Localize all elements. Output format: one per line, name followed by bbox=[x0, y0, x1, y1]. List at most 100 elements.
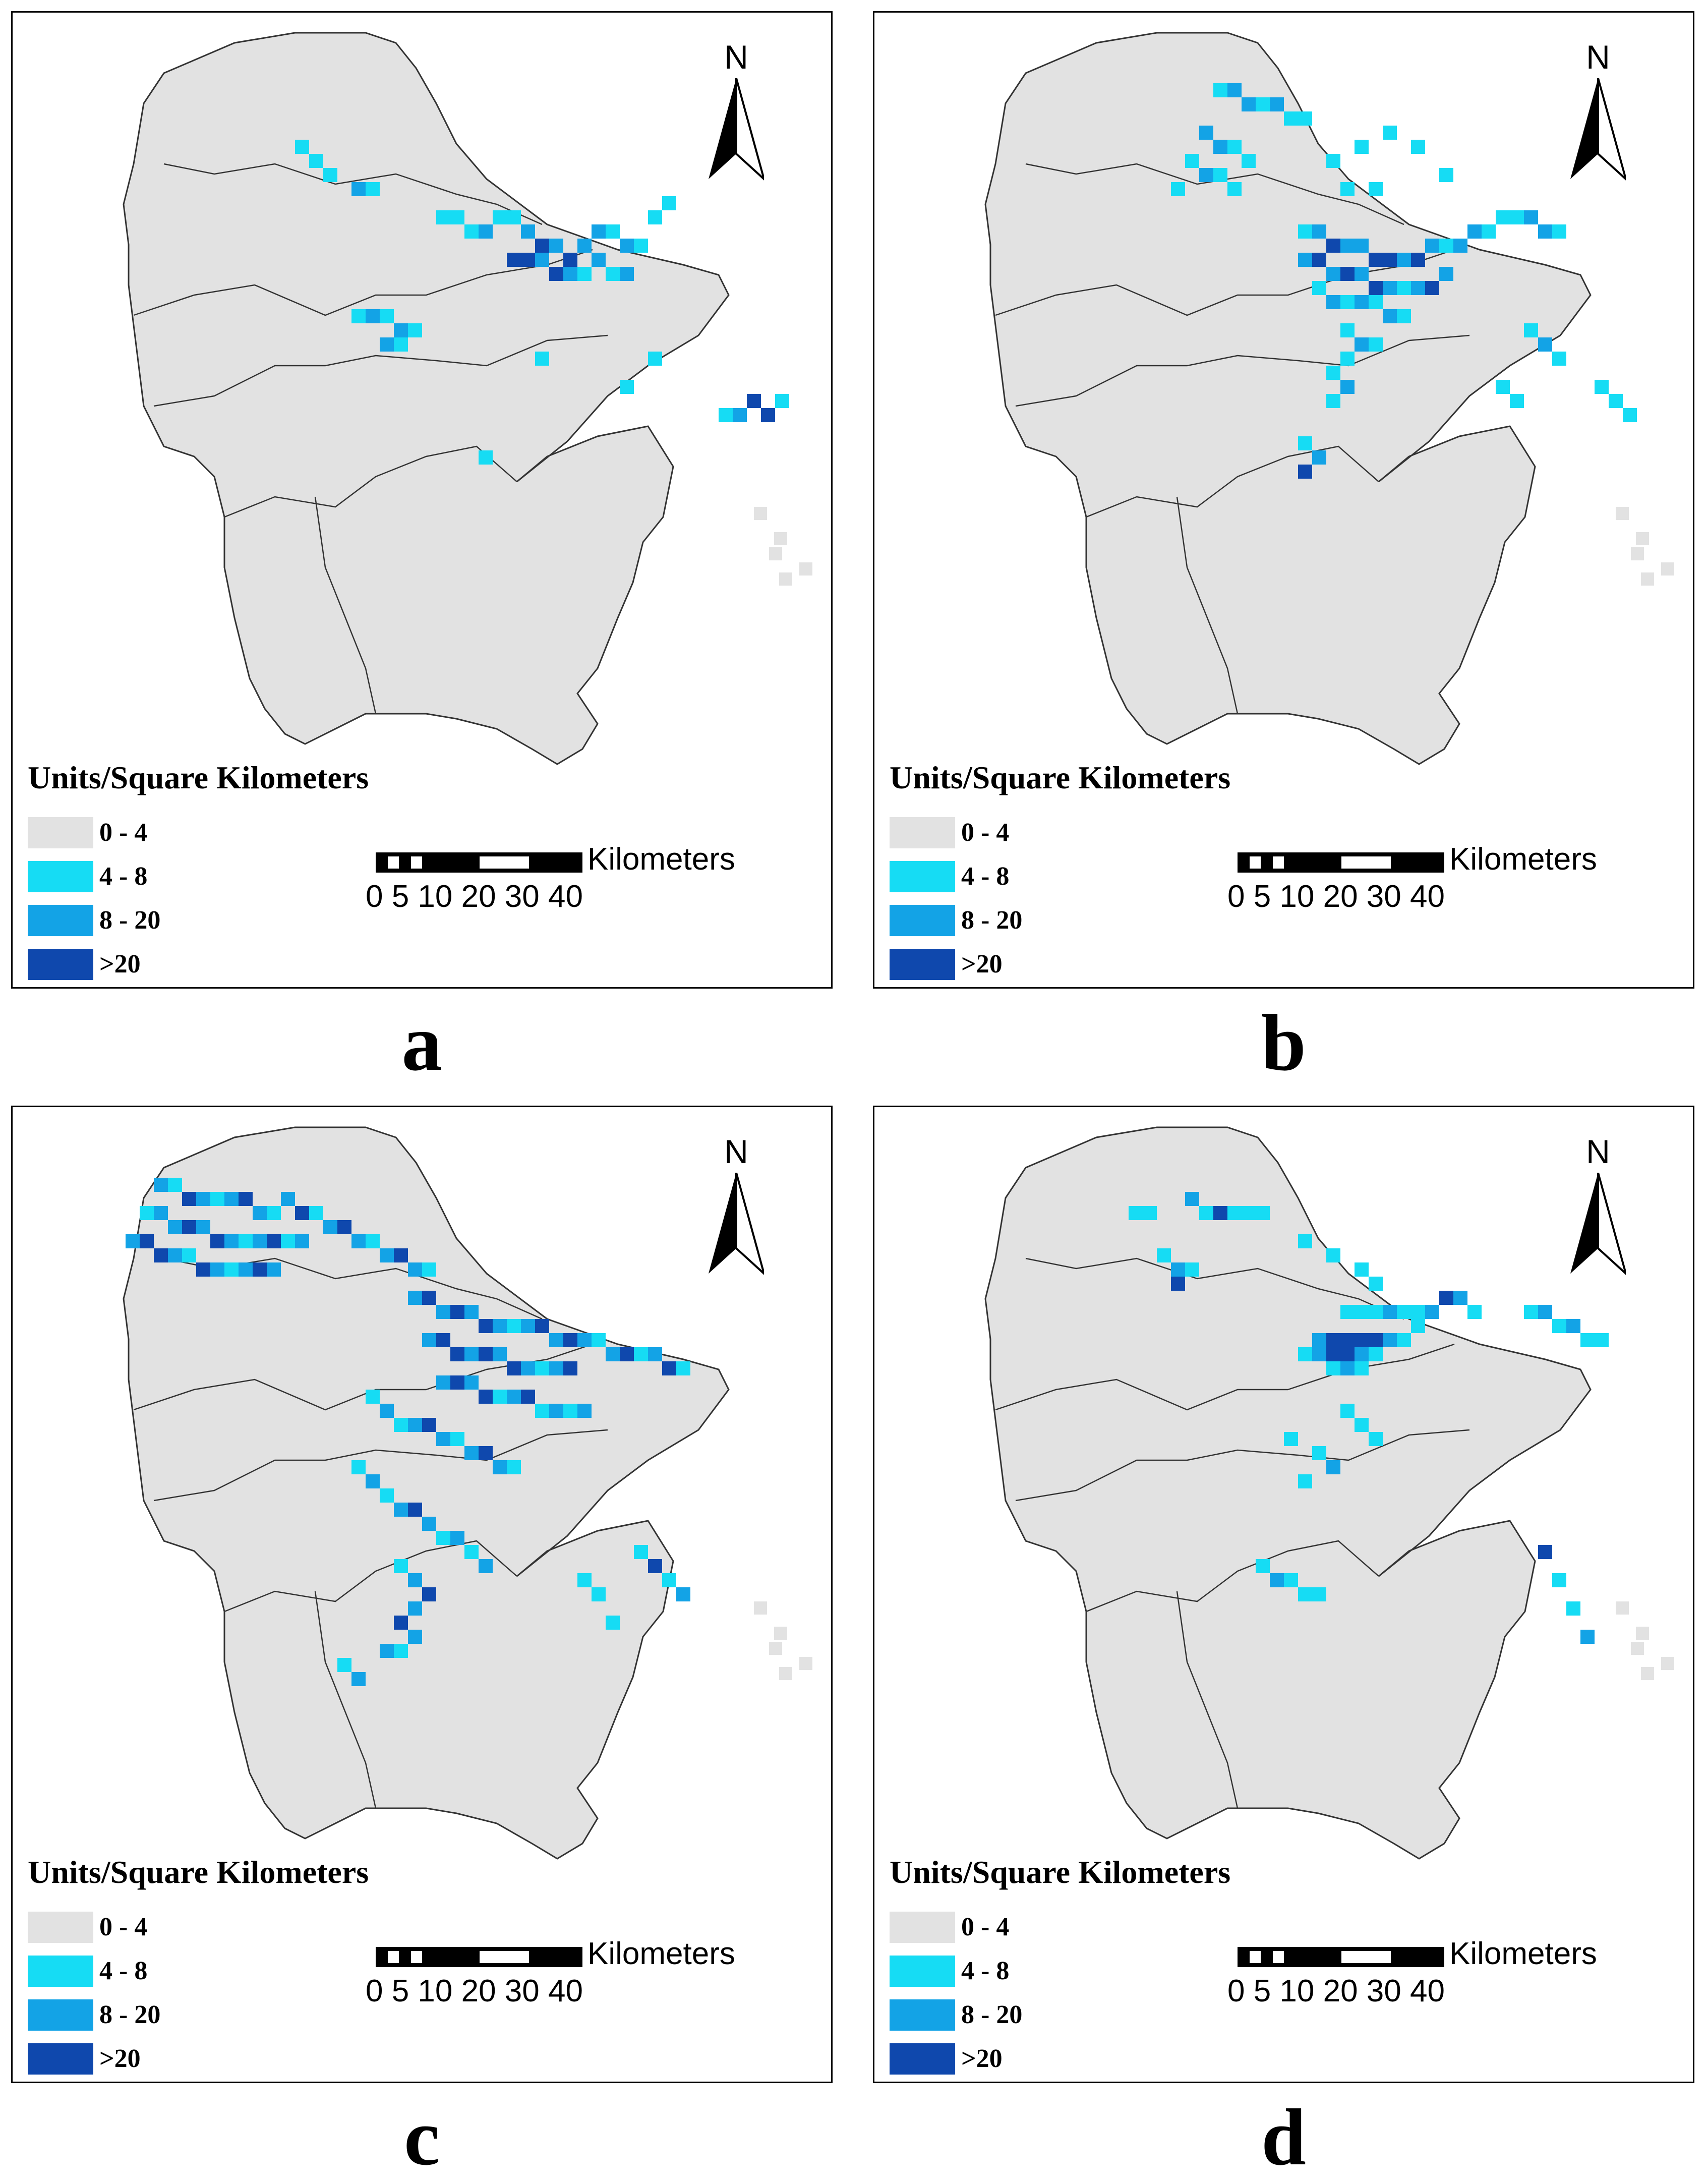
density-cell bbox=[351, 309, 366, 323]
density-cell bbox=[563, 1361, 577, 1375]
legend-swatch bbox=[28, 817, 93, 848]
density-cell bbox=[210, 1262, 224, 1277]
density-cell bbox=[563, 1404, 577, 1418]
density-cell bbox=[634, 1347, 648, 1361]
density-cell bbox=[224, 1262, 239, 1277]
density-cell bbox=[253, 1234, 267, 1248]
density-cell bbox=[1524, 1305, 1538, 1319]
density-cells-a bbox=[295, 140, 789, 465]
density-cell bbox=[1524, 323, 1538, 337]
density-cell bbox=[563, 253, 577, 267]
district-boundary bbox=[133, 249, 593, 316]
legend-label: 4 - 8 bbox=[961, 862, 1010, 891]
density-cell bbox=[535, 1319, 549, 1333]
density-cell bbox=[1242, 154, 1256, 168]
density-cell bbox=[182, 1248, 196, 1262]
density-cell bbox=[1453, 239, 1467, 253]
legend-item: 4 - 8 bbox=[28, 854, 369, 898]
density-cell bbox=[351, 182, 366, 196]
density-cell bbox=[1355, 1333, 1369, 1347]
density-cell bbox=[168, 1220, 182, 1234]
island-cell bbox=[1631, 1642, 1644, 1655]
north-arrow-icon bbox=[709, 1173, 764, 1275]
density-cell bbox=[1340, 380, 1355, 394]
density-cell bbox=[394, 1644, 408, 1658]
density-cell bbox=[563, 267, 577, 281]
density-cell bbox=[1298, 111, 1312, 126]
density-cell bbox=[592, 224, 606, 239]
legend-swatch bbox=[890, 2043, 955, 2075]
density-cell bbox=[1298, 1347, 1312, 1361]
density-cell bbox=[408, 1503, 422, 1517]
density-cell bbox=[366, 1234, 380, 1248]
density-cell bbox=[1467, 224, 1482, 239]
density-cell bbox=[747, 394, 761, 408]
island-cell bbox=[769, 547, 782, 560]
island-cell bbox=[1661, 562, 1674, 576]
density-cell bbox=[479, 1446, 493, 1460]
legend-swatch bbox=[890, 860, 955, 892]
legend-label: 4 - 8 bbox=[99, 1957, 148, 1985]
density-cell bbox=[549, 1333, 563, 1347]
density-cell bbox=[1312, 281, 1326, 295]
density-cell bbox=[1171, 182, 1185, 196]
density-cell bbox=[267, 1206, 281, 1220]
density-cell bbox=[1326, 1347, 1340, 1361]
density-cell bbox=[464, 1446, 479, 1460]
density-cell bbox=[1171, 1277, 1185, 1291]
density-cell bbox=[719, 408, 733, 422]
density-cell bbox=[1256, 97, 1270, 111]
legend-item: 0 - 4 bbox=[28, 811, 369, 854]
density-cell bbox=[1340, 182, 1355, 196]
density-cell bbox=[1439, 267, 1453, 281]
scale-unit-label: Kilometers bbox=[587, 842, 735, 877]
density-cell bbox=[1425, 1305, 1439, 1319]
density-cell bbox=[1355, 1418, 1369, 1432]
density-cell bbox=[1213, 1206, 1227, 1220]
density-cell bbox=[507, 1361, 521, 1375]
density-cell bbox=[662, 196, 676, 210]
density-cell bbox=[1383, 281, 1397, 295]
density-cell bbox=[549, 267, 563, 281]
legend-swatch bbox=[890, 904, 955, 936]
legend-item: >20 bbox=[890, 2037, 1230, 2081]
density-cell bbox=[239, 1262, 253, 1277]
density-cell bbox=[450, 210, 464, 224]
density-cell bbox=[1595, 380, 1609, 394]
density-cell bbox=[464, 1375, 479, 1390]
density-cell bbox=[662, 1573, 676, 1587]
density-cell bbox=[479, 1347, 493, 1361]
density-cell bbox=[535, 1404, 549, 1418]
island-cell bbox=[774, 532, 787, 545]
density-cell bbox=[1340, 1333, 1355, 1347]
density-cell bbox=[394, 1616, 408, 1630]
density-cell bbox=[1538, 1305, 1552, 1319]
density-cell bbox=[761, 408, 775, 422]
density-cell bbox=[1185, 1262, 1199, 1277]
density-cell bbox=[253, 1262, 267, 1277]
density-cell bbox=[1369, 1333, 1383, 1347]
density-cell bbox=[592, 1587, 606, 1601]
density-cell bbox=[1326, 366, 1340, 380]
density-cell bbox=[394, 1248, 408, 1262]
density-cell bbox=[140, 1234, 154, 1248]
density-cell bbox=[239, 1192, 253, 1206]
district-boundary bbox=[163, 163, 543, 225]
density-cell bbox=[366, 1474, 380, 1488]
density-cell bbox=[1397, 253, 1411, 267]
island-cell bbox=[774, 1627, 787, 1640]
density-cell bbox=[1467, 1305, 1482, 1319]
density-cell bbox=[1298, 1234, 1312, 1248]
density-cell bbox=[1340, 1361, 1355, 1375]
density-cell bbox=[436, 210, 450, 224]
density-cell bbox=[1566, 1319, 1580, 1333]
density-cell bbox=[1369, 1432, 1383, 1446]
density-cell bbox=[1143, 1206, 1157, 1220]
density-cell bbox=[1609, 394, 1623, 408]
density-cell bbox=[1340, 1347, 1355, 1361]
density-cell bbox=[1355, 239, 1369, 253]
legend-title: Units/Square Kilometers bbox=[890, 1854, 1231, 1890]
density-cell bbox=[507, 210, 521, 224]
density-cell bbox=[295, 1234, 309, 1248]
density-cell bbox=[1510, 210, 1524, 224]
